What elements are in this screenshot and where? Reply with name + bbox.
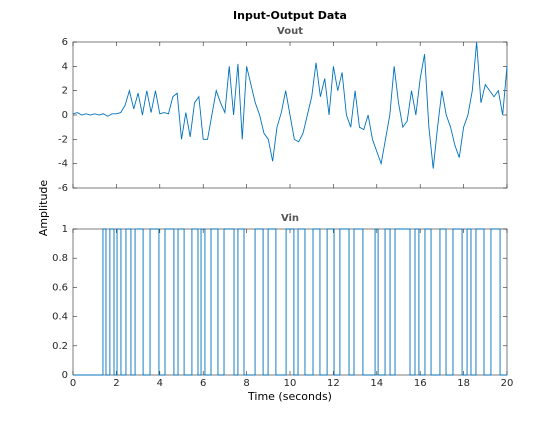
x-tick-label: 4 (157, 378, 163, 389)
y-tick-label: 0.2 (52, 341, 68, 352)
y-tick-label: 0 (62, 370, 68, 381)
x-tick-label: 6 (200, 378, 206, 389)
data-line (72, 41, 508, 169)
y-tick-label: 4 (62, 61, 68, 72)
axes-title: Vin (281, 213, 299, 224)
x-tick-label: 10 (284, 378, 297, 389)
y-tick-label: 2 (62, 86, 68, 97)
y-axis-label: Amplitude (37, 180, 50, 237)
y-tick-label: -2 (58, 134, 68, 145)
x-tick-label: 2 (113, 378, 119, 389)
y-tick-label: 1 (62, 224, 68, 235)
y-tick-label: -6 (58, 183, 68, 194)
y-tick-label: 0.8 (52, 253, 68, 264)
x-tick-label: 18 (457, 378, 470, 389)
y-tick-label: -4 (58, 159, 68, 170)
x-tick-label: 0 (70, 378, 76, 389)
x-axis-label: Time (seconds) (247, 390, 332, 403)
y-tick-label: 0 (62, 110, 68, 121)
y-tick-label: 0.6 (52, 282, 68, 293)
figure-title: Input-Output Data (233, 9, 347, 22)
x-tick-label: 14 (370, 378, 383, 389)
x-tick-label: 8 (243, 378, 249, 389)
y-tick-label: 0.4 (52, 312, 68, 323)
x-tick-label: 12 (327, 378, 340, 389)
y-tick-label: 6 (62, 37, 68, 48)
plot-area (72, 228, 508, 376)
x-tick-label: 16 (414, 378, 427, 389)
data-line (73, 228, 507, 376)
axes-title: Vout (277, 26, 303, 37)
x-tick-label: 20 (501, 378, 514, 389)
